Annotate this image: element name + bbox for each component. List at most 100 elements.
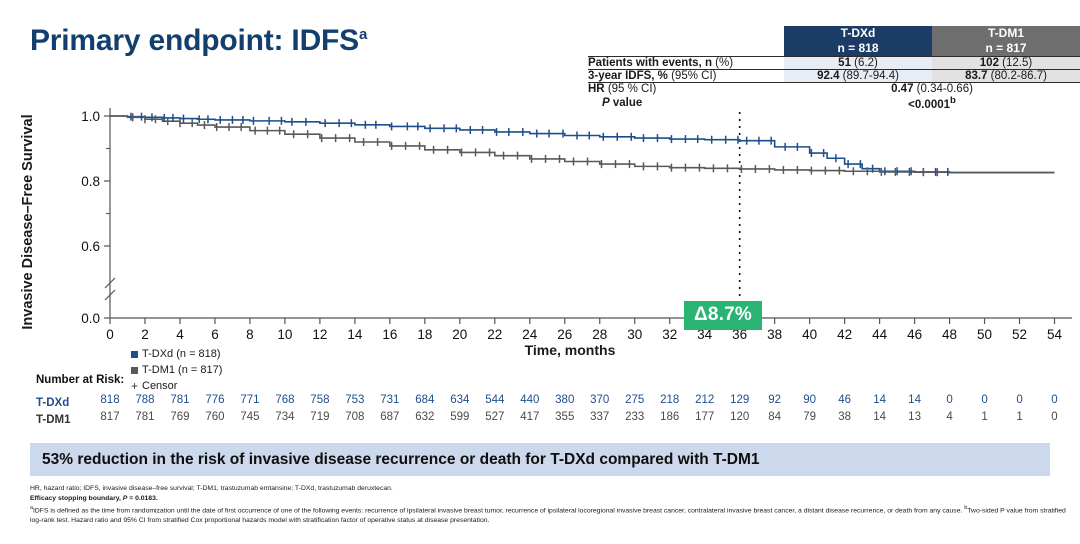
number-at-risk-value: 355 [555, 411, 575, 423]
number-at-risk-value: 38 [838, 411, 852, 423]
footnote-stopping-italic: P [122, 495, 128, 503]
cell-idfs-tdxd: 92.4 (89.7-94.4) [784, 69, 932, 83]
cell-hr-bold: 0.47 [891, 83, 914, 95]
number-at-risk-value: 1 [981, 411, 988, 423]
results-table: T-DXd n = 818 T-DM1 n = 817 Patients wit… [588, 26, 1080, 111]
legend-item-censor: + Censor [131, 378, 222, 394]
number-at-risk-value: 440 [520, 394, 540, 406]
number-at-risk-label-tdxd: T-DXd [36, 396, 70, 409]
number-at-risk-value: 634 [450, 394, 470, 406]
number-at-risk-value: 233 [625, 411, 645, 423]
number-at-risk-value: 781 [170, 394, 190, 406]
number-at-risk-value: 719 [310, 411, 330, 423]
number-at-risk-value: 0 [1051, 394, 1058, 406]
svg-text:8: 8 [246, 327, 254, 342]
number-at-risk-value: 771 [240, 394, 260, 406]
row-label-hr-norm: (95 % CI) [604, 83, 657, 95]
page-title-text: Primary endpoint: IDFS [30, 24, 359, 57]
cell-hr-norm: (0.34-0.66) [913, 83, 973, 95]
number-at-risk-value: 0 [946, 394, 953, 406]
svg-text:12: 12 [312, 327, 327, 342]
table-row: P value <0.0001b [588, 95, 1080, 111]
cell-pvalue-sup: b [950, 95, 956, 106]
svg-text:0.6: 0.6 [81, 239, 100, 254]
chart-y-axis-label: Invasive Disease–Free Survival [20, 114, 36, 330]
results-table-header-tdxd: T-DXd n = 818 [784, 26, 932, 57]
number-at-risk-value: 13 [908, 411, 921, 423]
number-at-risk-value: 79 [803, 411, 817, 423]
cell-events-tdm1-norm: (12.5) [998, 57, 1033, 69]
number-at-risk-value: 120 [730, 411, 750, 423]
number-at-risk-value: 212 [695, 394, 715, 406]
svg-text:16: 16 [382, 327, 397, 342]
footnote-stopping-boundary: Efficacy stopping boundary, P = 0.0183. [30, 494, 1070, 503]
svg-text:38: 38 [767, 327, 782, 342]
legend-swatch-tdxd-icon [131, 350, 138, 358]
legend-plus-icon: + [131, 379, 139, 393]
number-at-risk-value: 129 [730, 394, 750, 406]
cell-events-tdxd-bold: 51 [838, 57, 851, 69]
number-at-risk-value: 92 [768, 394, 782, 406]
number-at-risk-label-tdm1: T-DM1 [36, 413, 71, 426]
number-at-risk-value: 776 [205, 394, 225, 406]
legend-item-tdxd: T-DXd (n = 818) [131, 346, 222, 362]
conclusion-banner: 53% reduction in the risk of invasive di… [30, 443, 1050, 476]
svg-text:40: 40 [802, 327, 817, 342]
cell-pvalue-bold: <0.0001 [908, 98, 951, 111]
number-at-risk-value: 745 [240, 411, 260, 423]
number-at-risk-value: 632 [415, 411, 435, 423]
number-at-risk-value: 46 [838, 394, 852, 406]
legend-label-tdm1: T-DM1 (n = 817) [142, 364, 223, 376]
number-at-risk-value: 370 [590, 394, 610, 406]
delta-badge: Δ8.7% [684, 301, 762, 330]
number-at-risk-row-tdxd: T-DXd 818 788 781 776 771 768 758 753 731 684 634 5… [36, 394, 1076, 411]
svg-text:54: 54 [1047, 327, 1063, 342]
number-at-risk-value: 768 [275, 394, 295, 406]
svg-text:18: 18 [417, 327, 432, 342]
svg-text:10: 10 [277, 327, 292, 342]
number-at-risk-value: 788 [135, 394, 155, 406]
number-at-risk-value: 687 [380, 411, 400, 423]
svg-text:26: 26 [557, 327, 572, 342]
cell-idfs-tdm1-norm: (80.2-86.7) [987, 70, 1047, 82]
km-chart: Invasive Disease–Free Survival 1.0 0.8 0.6… [0, 96, 1080, 393]
svg-text:42: 42 [837, 327, 852, 342]
cell-idfs-tdm1: 83.7 (80.2-86.7) [932, 69, 1080, 83]
footnote-abbreviations: HR, hazard ratio; IDFS, invasive disease… [30, 485, 393, 492]
svg-text:36: 36 [732, 327, 747, 342]
svg-text:28: 28 [592, 327, 607, 342]
results-table-header-row: T-DXd n = 818 T-DM1 n = 817 [588, 26, 1080, 57]
results-table-corner [588, 26, 784, 57]
header-tdm1-n: n = 817 [985, 41, 1027, 55]
number-at-risk-value: 753 [345, 394, 365, 406]
legend-label-censor: Censor [142, 380, 178, 392]
number-at-risk-value: 14 [873, 394, 886, 406]
number-at-risk-value: 781 [135, 411, 155, 423]
footnote-stopping-rest: = 0.0183. [127, 495, 158, 503]
svg-text:50: 50 [977, 327, 992, 342]
number-at-risk-value: 275 [625, 394, 645, 406]
svg-text:0.0: 0.0 [81, 311, 100, 326]
svg-text:34: 34 [697, 327, 713, 342]
row-label-pvalue-norm: value [609, 96, 643, 109]
svg-text:52: 52 [1012, 327, 1027, 342]
svg-text:14: 14 [347, 327, 363, 342]
footnote-idfs-text: IDFS is defined as the time from randomi… [33, 507, 965, 515]
number-at-risk-value: 337 [590, 411, 610, 423]
footnotes: HR, hazard ratio; IDFS, invasive disease… [30, 484, 1070, 526]
legend-item-tdm1: T-DM1 (n = 817) [131, 362, 222, 378]
number-at-risk-value: 817 [100, 411, 120, 423]
row-label-events: Patients with events, n (%) [588, 57, 784, 70]
svg-text:0.8: 0.8 [81, 174, 100, 189]
number-at-risk-value: 84 [768, 411, 782, 423]
number-at-risk-value: 734 [275, 411, 295, 423]
svg-text:20: 20 [452, 327, 467, 342]
number-at-risk-value: 0 [1051, 411, 1058, 423]
row-label-idfs: 3-year IDFS, % (95% CI) [588, 70, 784, 83]
svg-text:32: 32 [662, 327, 677, 342]
svg-text:44: 44 [872, 327, 888, 342]
number-at-risk-value: 1 [1016, 411, 1023, 423]
table-row: 3-year IDFS, % (95% CI) 92.4 (89.7-94.4)… [588, 69, 1080, 83]
number-at-risk-title: Number at Risk: [36, 374, 125, 386]
number-at-risk-value: 731 [380, 394, 400, 406]
